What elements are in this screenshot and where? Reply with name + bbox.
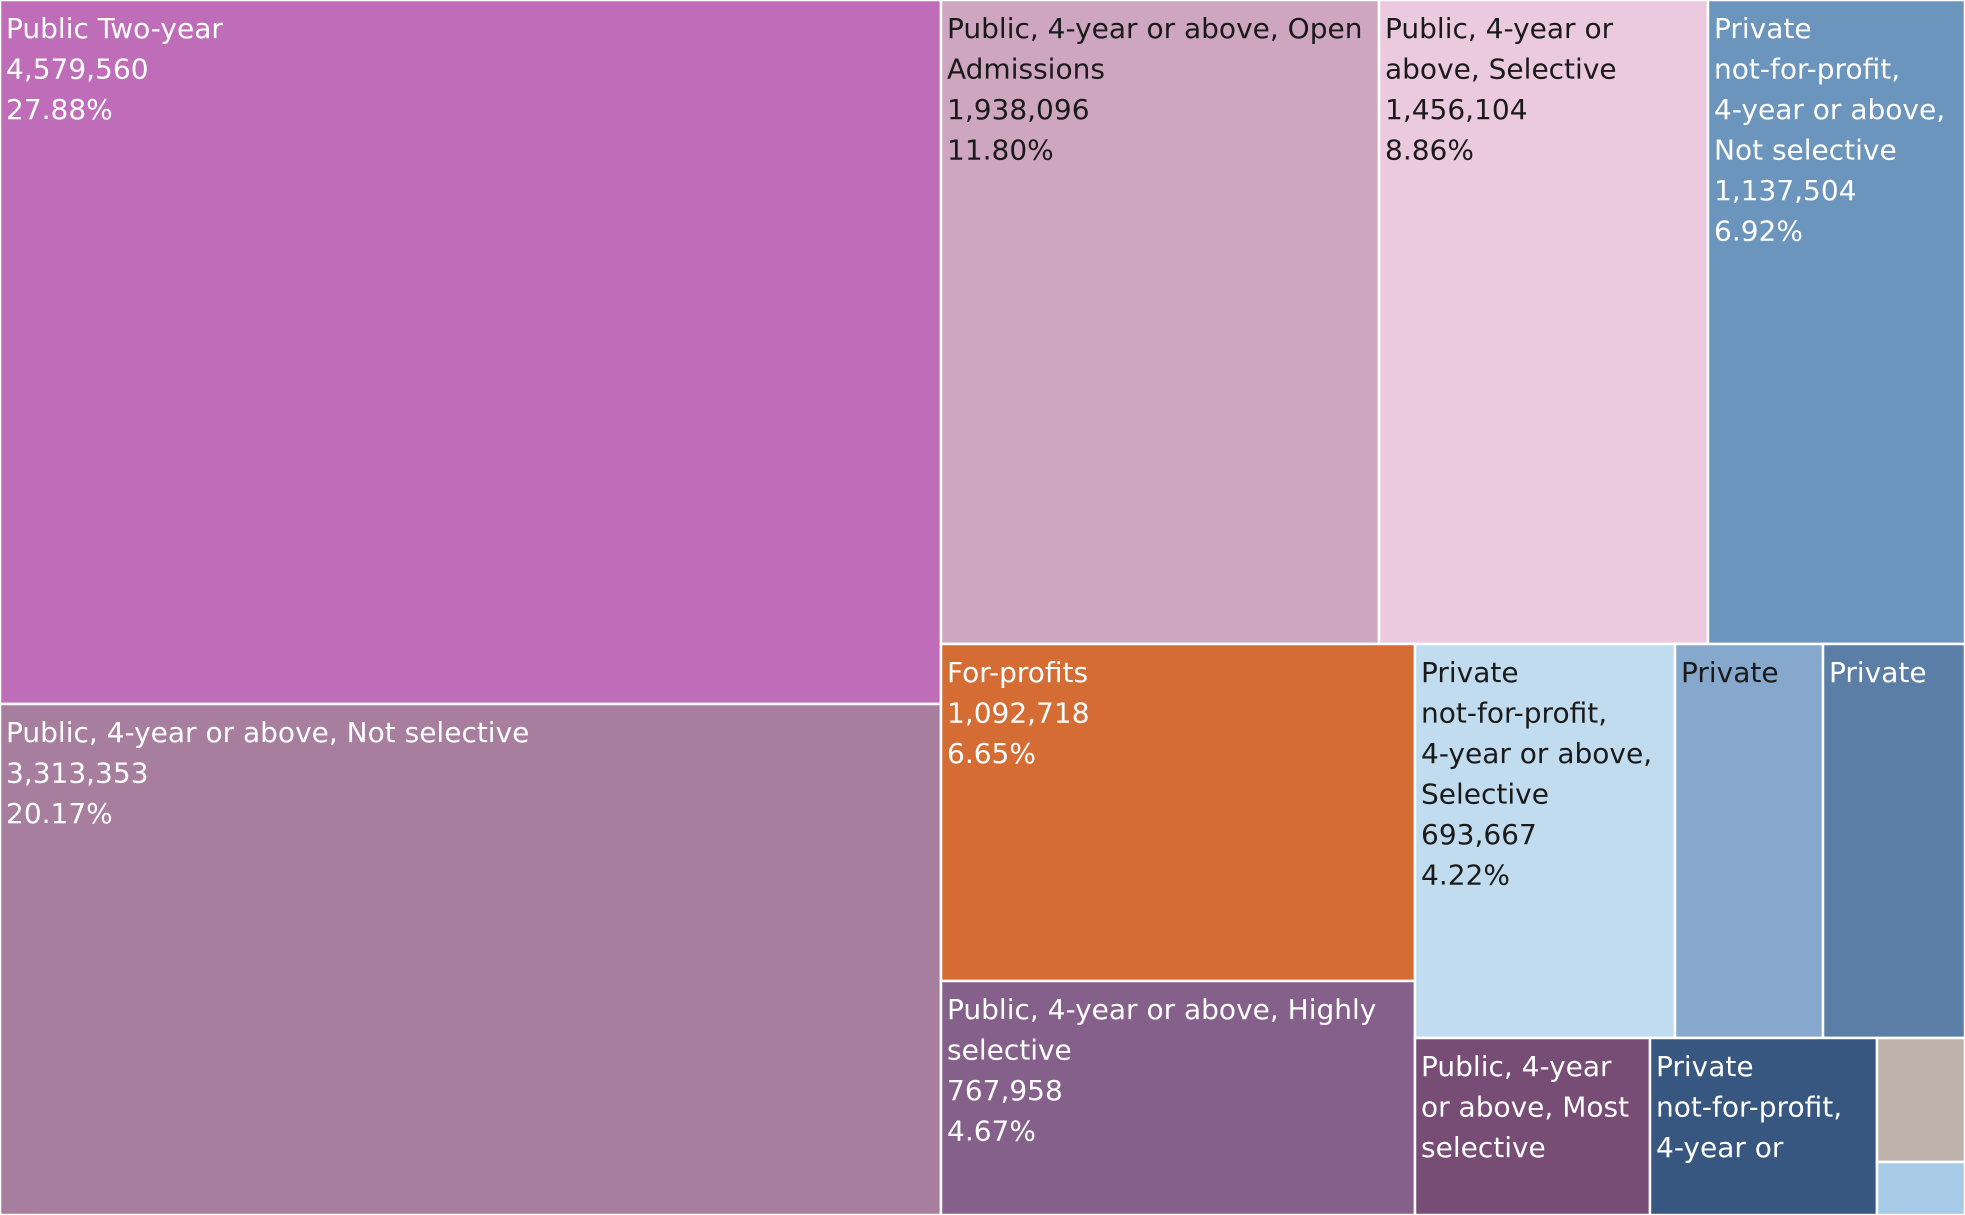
treemap-tile[interactable]: Public, 4-year or above, Not selective 3,… (0, 702, 943, 1215)
tile-value: 1,938,096 (947, 93, 1090, 126)
tile-label-line: not-for-profit, (1656, 1091, 1842, 1124)
tile-value: 1,456,104 (1385, 93, 1528, 126)
tile-label-line: Public Two-year (6, 12, 223, 45)
tile-value: 3,313,353 (6, 757, 149, 790)
treemap-tile-rect[interactable] (939, 979, 1417, 1215)
tile-label-line: not-for-profit, (1714, 53, 1900, 86)
tile-label-line: 4-year or above, (1714, 93, 1945, 126)
treemap-tile[interactable]: Private not-for-profit, 4-year or above, Se… (1413, 642, 1677, 1040)
treemap-tile-label: Private (1681, 656, 1779, 689)
tile-label-line: Public, 4-year or above, Not selective (6, 716, 529, 749)
tile-value: 4,579,560 (6, 53, 149, 86)
tile-percent: 11.80% (947, 134, 1054, 167)
treemap-tile-label: Public, 4-year or above, Not selective 3,… (6, 716, 529, 830)
tile-percent: 6.92% (1714, 215, 1803, 248)
treemap-tile[interactable] (1875, 1160, 1965, 1215)
treemap-tile[interactable] (1875, 1036, 1965, 1164)
tile-label-line: Private (1681, 656, 1779, 689)
tile-percent: 4.22% (1421, 859, 1510, 892)
tile-value: 1,137,504 (1714, 174, 1857, 207)
treemap-tile[interactable]: Private (1821, 642, 1965, 1040)
tile-percent: 27.88% (6, 93, 113, 126)
treemap-tile[interactable]: Private (1673, 642, 1825, 1040)
treemap-tile-rect[interactable] (1648, 1036, 1879, 1215)
tile-label-line: Not selective (1714, 134, 1897, 167)
tile-value: 693,667 (1421, 818, 1537, 851)
tile-label-line: Public, 4-year or (1385, 12, 1614, 45)
tile-label-line: selective (947, 1034, 1072, 1067)
treemap-tile[interactable]: Public, 4-year or above, Highly selective… (939, 979, 1417, 1215)
tile-percent: 20.17% (6, 797, 113, 830)
tile-label-line: Admissions (947, 53, 1105, 86)
treemap-tile-label: For-profits 1,092,718 6.65% (947, 656, 1090, 770)
treemap-tile-rect[interactable] (939, 0, 1381, 646)
tile-percent: 4.67% (947, 1115, 1036, 1148)
treemap-tile-rect[interactable] (0, 0, 943, 706)
treemap-tile-label: Private (1829, 656, 1927, 689)
tile-label-line: 4-year or (1656, 1131, 1784, 1164)
tile-percent: 8.86% (1385, 134, 1474, 167)
tile-value: 767,958 (947, 1074, 1063, 1107)
treemap-tile-rect[interactable] (1413, 642, 1677, 1040)
tile-label-line: Private (1714, 12, 1812, 45)
tile-label-line: above, Selective (1385, 53, 1617, 86)
treemap-tile-rect[interactable] (1821, 642, 1965, 1040)
tile-label-line: Private (1421, 656, 1519, 689)
treemap-tile[interactable]: Public, 4-year or above, Most selective (1413, 1036, 1652, 1215)
treemap-tile-label: Public, 4-year or above, Highly selective… (947, 993, 1376, 1148)
treemap-tile-rect[interactable] (1673, 642, 1825, 1040)
tile-percent: 6.65% (947, 737, 1036, 770)
treemap-tile-rect[interactable] (1706, 0, 1965, 646)
treemap-tile[interactable]: Public Two-year 4,579,560 27.88% (0, 0, 943, 706)
tile-label-line: Public, 4-year or above, Open (947, 12, 1362, 45)
tile-label-line: 4-year or above, (1421, 737, 1652, 770)
tile-label-line: Public, 4-year (1421, 1050, 1612, 1083)
tile-label-line: not-for-profit, (1421, 697, 1607, 730)
treemap-tile-rect[interactable] (939, 642, 1417, 983)
tile-label-line: Private (1829, 656, 1927, 689)
treemap-tile-label: Private not-for-profit, 4-year or above, No… (1714, 12, 1945, 248)
treemap-tile-rect[interactable] (1413, 1036, 1652, 1215)
treemap-tile[interactable]: Private not-for-profit, 4-year or (1648, 1036, 1879, 1215)
tile-label-line: Private (1656, 1050, 1754, 1083)
treemap-tile[interactable]: Public, 4-year or above, Selective 1,456,1… (1377, 0, 1710, 646)
tile-label-line: or above, Most (1421, 1091, 1629, 1124)
treemap-tile-rect[interactable] (1377, 0, 1710, 646)
tile-label-line: Public, 4-year or above, Highly (947, 993, 1376, 1026)
treemap-tile-label: Public, 4-year or above, Selective 1,456,1… (1385, 12, 1617, 167)
tile-label-line: Selective (1421, 778, 1549, 811)
treemap-tile-rect[interactable] (1875, 1036, 1965, 1164)
treemap-tile-label: Public, 4-year or above, Open Admissions 1… (947, 12, 1362, 167)
treemap-tile[interactable]: Public, 4-year or above, Open Admissions 1… (939, 0, 1381, 646)
treemap-tile-rect[interactable] (0, 702, 943, 1215)
tile-label-line: selective (1421, 1131, 1546, 1164)
treemap-tile-rect[interactable] (1875, 1160, 1965, 1215)
treemap-tile[interactable]: Private not-for-profit, 4-year or above, No… (1706, 0, 1965, 646)
treemap-tile-label: Private not-for-profit, 4-year or (1656, 1050, 1842, 1164)
tile-label-line: For-profits (947, 656, 1088, 689)
treemap-tile-label: Private not-for-profit, 4-year or above, Se… (1421, 656, 1652, 892)
treemap-tile-label: Public, 4-year or above, Most selective (1421, 1050, 1629, 1164)
tile-value: 1,092,718 (947, 697, 1090, 730)
treemap-tile-label: Public Two-year 4,579,560 27.88% (6, 12, 223, 126)
treemap-tile[interactable]: For-profits 1,092,718 6.65% (939, 642, 1417, 983)
